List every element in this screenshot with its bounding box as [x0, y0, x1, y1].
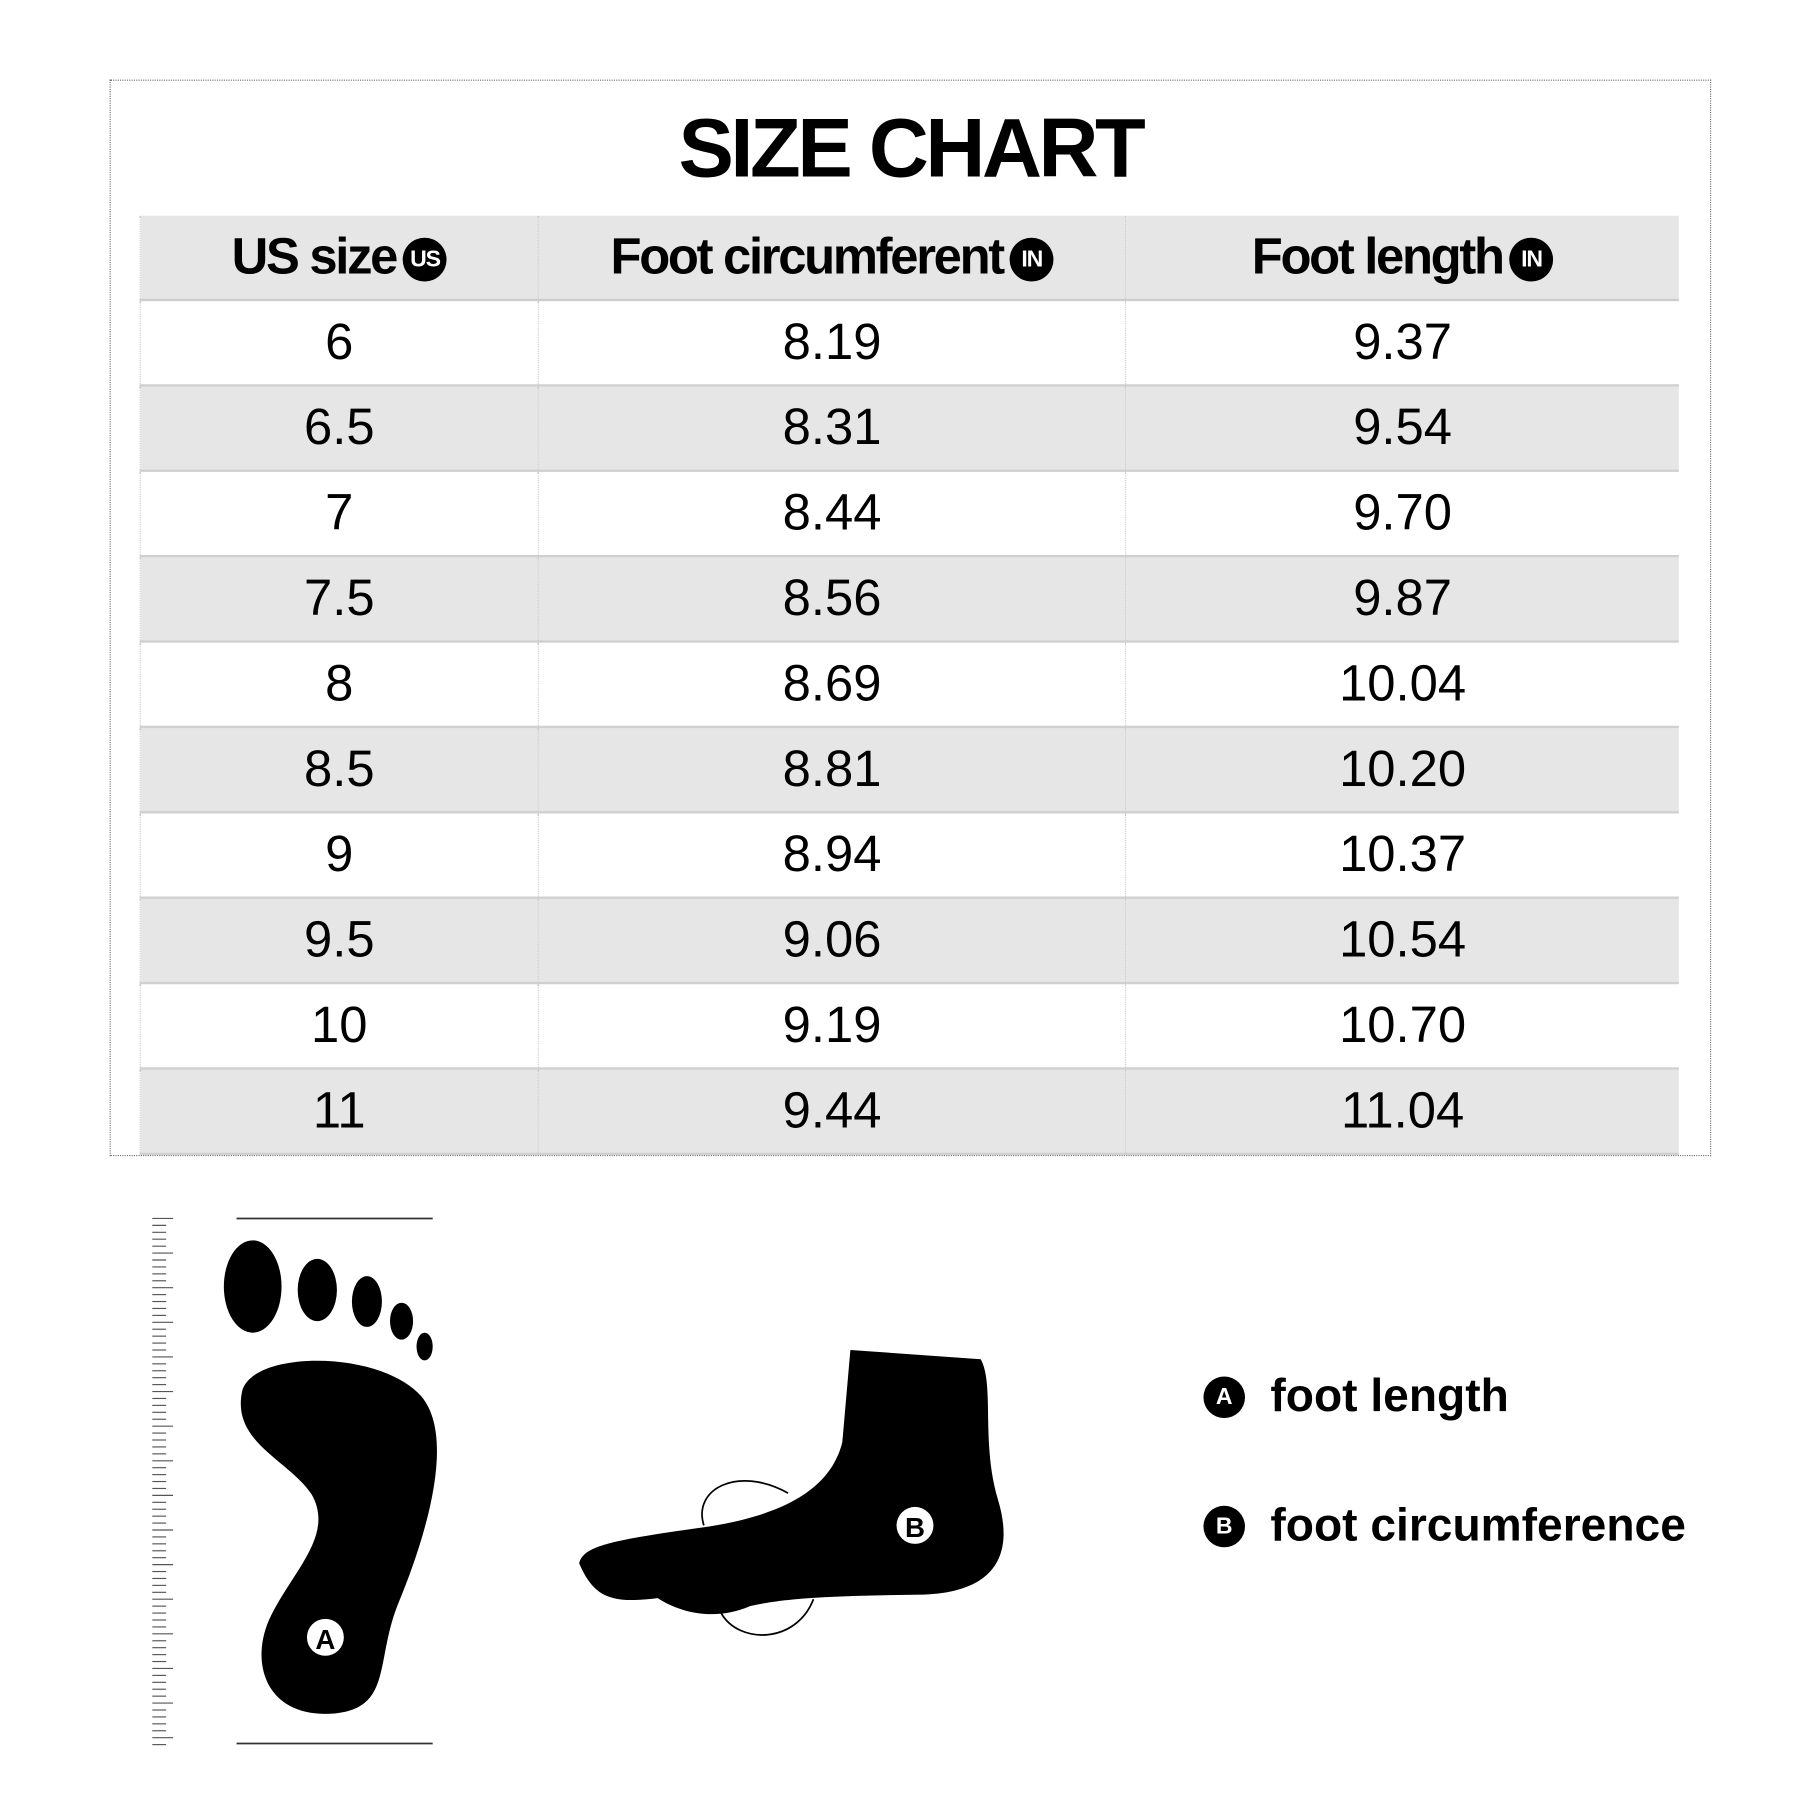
table-cell: 6.5 [139, 385, 539, 471]
legend-item-foot-length: A foot length [1203, 1370, 1509, 1423]
table-row: 7 8.44 9.70 [139, 470, 1679, 557]
table-row: 11 9.44 11.04 [139, 1068, 1679, 1154]
table-cell: 9.37 [1125, 299, 1679, 386]
table-cell: 8.31 [537, 385, 1126, 471]
table-cell: 9.06 [537, 897, 1126, 984]
legend-marker: A [1203, 1375, 1245, 1418]
header-label: Foot circumferent [610, 228, 1006, 285]
table-cell: 6 [139, 299, 539, 386]
table-cell: 8.56 [537, 556, 1126, 642]
table-cell: 8.81 [537, 726, 1126, 813]
size-table: US size US Foot circumferent IN Foot length I… [139, 215, 1679, 1155]
table-cell: 10.70 [1125, 983, 1679, 1069]
table-cell: 10.54 [1125, 897, 1679, 984]
side-foot-icon [579, 1349, 1004, 1615]
table-cell: 8.69 [537, 641, 1126, 727]
table-cell: 8.94 [537, 812, 1126, 898]
marker-a: A [315, 1624, 335, 1655]
ruler [152, 1217, 174, 1746]
legend-label: foot length [1270, 1370, 1509, 1422]
header-label: US size [231, 228, 399, 285]
table-row: 6.5 8.31 9.54 [139, 385, 1679, 471]
column-header: Foot circumferent IN [537, 215, 1126, 302]
table-row: 7.5 8.56 9.87 [139, 556, 1679, 642]
legend-marker: B [1203, 1505, 1245, 1547]
column-header: US size US [139, 215, 539, 302]
table-cell: 10.20 [1125, 726, 1679, 813]
table-cell: 8.44 [537, 470, 1126, 557]
page-title: SIZE CHART [678, 102, 1145, 195]
table-cell: 10.37 [1125, 812, 1679, 898]
header-label: Foot length [1251, 228, 1505, 285]
table-cell: 9.5 [139, 897, 539, 984]
footprint-icon [223, 1240, 437, 1714]
table-cell: 9.44 [537, 1068, 1126, 1154]
table-cell: 7 [139, 470, 539, 557]
table-cell: 9 [139, 812, 539, 898]
table-row: 8.5 8.81 10.20 [139, 726, 1679, 813]
table-cell: 8 [139, 641, 539, 727]
table-cell: 8.5 [139, 726, 539, 813]
table-cell: 9.19 [537, 983, 1126, 1069]
table-row: 8 8.69 10.04 [139, 641, 1679, 727]
legend-label: foot circumference [1270, 1499, 1686, 1551]
legend-item-foot-circumference: B foot circumference [1203, 1499, 1686, 1552]
table-cell: 9.54 [1125, 385, 1679, 471]
marker-b: B [905, 1512, 925, 1543]
unit-badge: US [403, 238, 447, 282]
unit-badge: IN [1009, 238, 1054, 282]
table-row: 9 8.94 10.37 [139, 812, 1679, 898]
table-cell: 10 [139, 983, 539, 1069]
foot-diagram: A B [152, 1217, 1004, 1746]
unit-badge: IN [1509, 238, 1554, 282]
table-row: 9.5 9.06 10.54 [139, 897, 1679, 984]
table-row: 10 9.19 10.70 [139, 983, 1679, 1069]
table-cell: 7.5 [139, 556, 539, 642]
table-frame [109, 79, 1712, 1157]
column-header: Foot length IN [1125, 215, 1679, 302]
table-cell: 10.04 [1125, 641, 1679, 727]
table-cell: 9.87 [1125, 556, 1679, 642]
table-cell: 9.70 [1125, 470, 1679, 557]
table-cell: 11.04 [1125, 1068, 1679, 1154]
table-row: 6 8.19 9.37 [139, 299, 1679, 386]
table-cell: 8.19 [537, 299, 1126, 386]
table-cell: 11 [139, 1068, 539, 1154]
